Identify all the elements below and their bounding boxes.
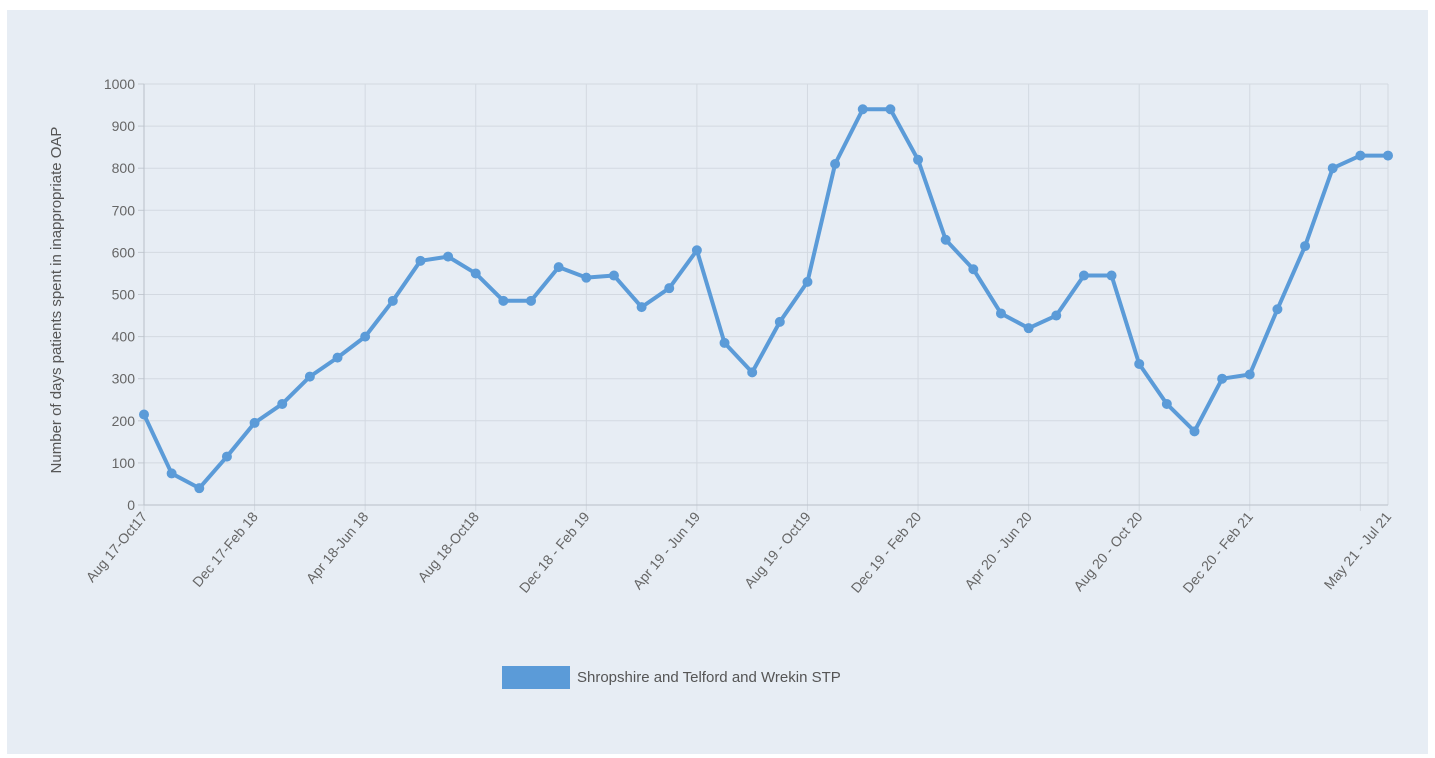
data-point[interactable] bbox=[1051, 310, 1062, 321]
data-point[interactable] bbox=[249, 417, 260, 428]
data-point[interactable] bbox=[968, 264, 979, 275]
axes bbox=[138, 83, 1388, 506]
data-point[interactable] bbox=[830, 158, 841, 169]
x-tick-label: Aug 20 - Oct 20 bbox=[1070, 508, 1145, 594]
data-point[interactable] bbox=[526, 295, 537, 306]
data-point[interactable] bbox=[747, 367, 758, 378]
data-point[interactable] bbox=[664, 283, 675, 294]
data-point[interactable] bbox=[1106, 270, 1117, 281]
data-point[interactable] bbox=[608, 270, 619, 281]
data-point[interactable] bbox=[166, 468, 177, 479]
data-point[interactable] bbox=[498, 295, 509, 306]
data-point[interactable] bbox=[1327, 163, 1338, 174]
data-point[interactable] bbox=[636, 302, 647, 313]
data-point[interactable] bbox=[1244, 369, 1255, 380]
data-point[interactable] bbox=[470, 268, 481, 279]
data-point[interactable] bbox=[194, 483, 205, 494]
data-point[interactable] bbox=[139, 409, 149, 420]
data-point[interactable] bbox=[360, 331, 371, 342]
y-tick-label: 200 bbox=[112, 413, 136, 429]
data-point[interactable] bbox=[774, 316, 785, 327]
y-tick-label: 900 bbox=[112, 118, 136, 134]
data-point[interactable] bbox=[1217, 373, 1228, 384]
y-axis-title: Number of days patients spent in inappro… bbox=[48, 127, 65, 474]
data-point[interactable] bbox=[995, 308, 1006, 319]
x-tick-label: Aug 17-Oct17 bbox=[83, 508, 151, 585]
data-point[interactable] bbox=[940, 234, 951, 245]
data-point[interactable] bbox=[719, 337, 730, 348]
data-point[interactable] bbox=[691, 245, 702, 256]
x-tick-label: Dec 19 - Feb 20 bbox=[848, 508, 925, 595]
x-tick-labels: Aug 17-Oct17 Dec 17-Feb 18 Apr 18-Jun 18 Au… bbox=[83, 508, 1395, 595]
data-point[interactable] bbox=[913, 154, 924, 165]
y-tick-label: 800 bbox=[112, 160, 136, 176]
data-point[interactable] bbox=[1134, 358, 1145, 369]
data-point[interactable] bbox=[857, 104, 868, 115]
x-tick-label: Dec 17-Feb 18 bbox=[189, 508, 261, 589]
x-tick-label: Dec 18 - Feb 19 bbox=[516, 508, 593, 595]
x-tick-label: May 21 - Jul 21 bbox=[1321, 508, 1395, 592]
x-tick-label: Dec 20 - Feb 21 bbox=[1179, 508, 1256, 595]
x-tick-label: Aug 18-Oct18 bbox=[414, 508, 482, 585]
data-point[interactable] bbox=[332, 352, 343, 363]
legend[interactable]: Shropshire and Telford and Wrekin STP bbox=[502, 666, 841, 689]
y-tick-label: 300 bbox=[112, 371, 136, 387]
y-tick-label: 1000 bbox=[104, 76, 135, 92]
y-tick-label: 0 bbox=[127, 497, 135, 513]
data-point[interactable] bbox=[1078, 270, 1089, 281]
data-point[interactable] bbox=[1189, 426, 1200, 437]
y-tick-labels: 0 100 200 300 400 500 600 700 800 900 1000 bbox=[104, 76, 135, 513]
x-tick-label: Aug 19 - Oct19 bbox=[741, 508, 814, 591]
data-point[interactable] bbox=[885, 104, 896, 115]
data-point[interactable] bbox=[1300, 241, 1311, 252]
y-tick-label: 600 bbox=[112, 244, 136, 260]
chart-panel bbox=[7, 10, 1428, 754]
data-point[interactable] bbox=[443, 251, 454, 262]
x-tick-label: Apr 18-Jun 18 bbox=[303, 508, 372, 586]
data-point[interactable] bbox=[221, 451, 232, 462]
series-line bbox=[142, 107, 1390, 491]
data-point[interactable] bbox=[581, 272, 592, 283]
legend-swatch bbox=[502, 666, 570, 689]
data-point[interactable] bbox=[304, 371, 315, 382]
data-point[interactable] bbox=[387, 295, 398, 306]
y-tick-label: 400 bbox=[112, 329, 136, 345]
x-tick-label: Apr 20 - Jun 20 bbox=[961, 508, 1035, 592]
series-layer bbox=[139, 104, 1393, 494]
y-tick-label: 500 bbox=[112, 287, 136, 303]
y-tick-label: 700 bbox=[112, 202, 136, 218]
data-point[interactable] bbox=[802, 276, 813, 287]
legend-label: Shropshire and Telford and Wrekin STP bbox=[577, 669, 841, 686]
grid-lines bbox=[143, 83, 1389, 511]
data-point[interactable] bbox=[1023, 323, 1034, 334]
data-point[interactable] bbox=[1161, 398, 1172, 409]
x-tick-label: Apr 19 - Jun 19 bbox=[629, 508, 703, 592]
data-point[interactable] bbox=[415, 255, 426, 266]
data-point[interactable] bbox=[553, 262, 564, 273]
y-tick-label: 100 bbox=[112, 455, 136, 471]
data-point[interactable] bbox=[1355, 150, 1366, 161]
data-point[interactable] bbox=[277, 398, 288, 409]
data-point[interactable] bbox=[1272, 304, 1283, 315]
data-point[interactable] bbox=[1383, 150, 1393, 161]
